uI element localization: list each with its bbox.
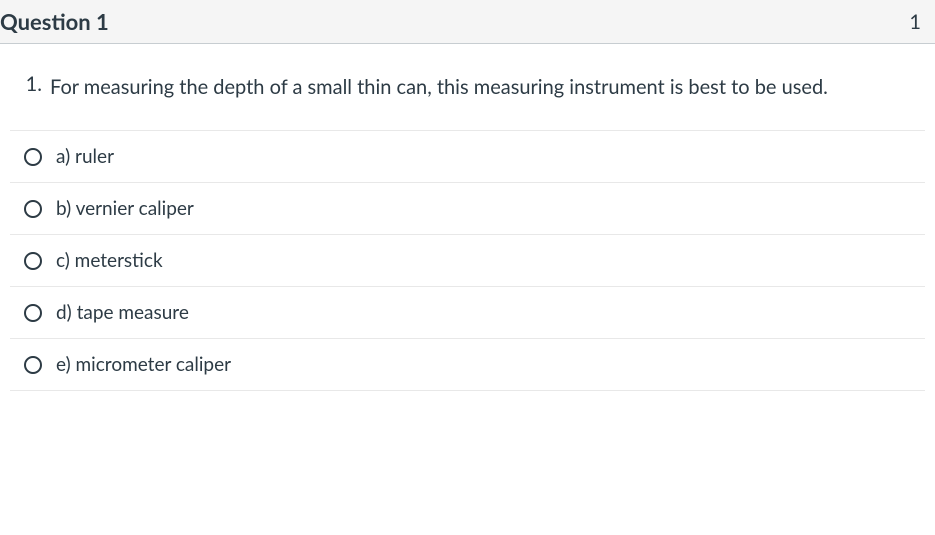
option-label: c) meterstick [56, 249, 163, 272]
question-body: 1. For measuring the depth of a small th… [0, 44, 935, 401]
prompt-number: 1. [20, 72, 42, 96]
radio-icon[interactable] [24, 356, 42, 374]
option-label: b) vernier caliper [56, 197, 194, 220]
option-e[interactable]: e) micrometer caliper [10, 339, 925, 391]
radio-icon[interactable] [24, 148, 42, 166]
option-d[interactable]: d) tape measure [10, 287, 925, 339]
option-label: e) micrometer caliper [56, 353, 231, 376]
prompt-text: For measuring the depth of a small thin … [50, 72, 828, 102]
option-c[interactable]: c) meterstick [10, 235, 925, 287]
question-header: Question 1 1 [0, 0, 935, 44]
option-b[interactable]: b) vernier caliper [10, 183, 925, 235]
radio-icon[interactable] [24, 304, 42, 322]
radio-icon[interactable] [24, 200, 42, 218]
question-points: 1 [909, 10, 921, 34]
option-label: d) tape measure [56, 301, 189, 324]
option-a[interactable]: a) ruler [10, 131, 925, 183]
option-label: a) ruler [56, 145, 114, 168]
radio-icon[interactable] [24, 252, 42, 270]
options-list: a) ruler b) vernier caliper c) meterstic… [10, 130, 925, 391]
question-prompt: 1. For measuring the depth of a small th… [10, 72, 925, 130]
question-title: Question 1 [0, 8, 109, 35]
